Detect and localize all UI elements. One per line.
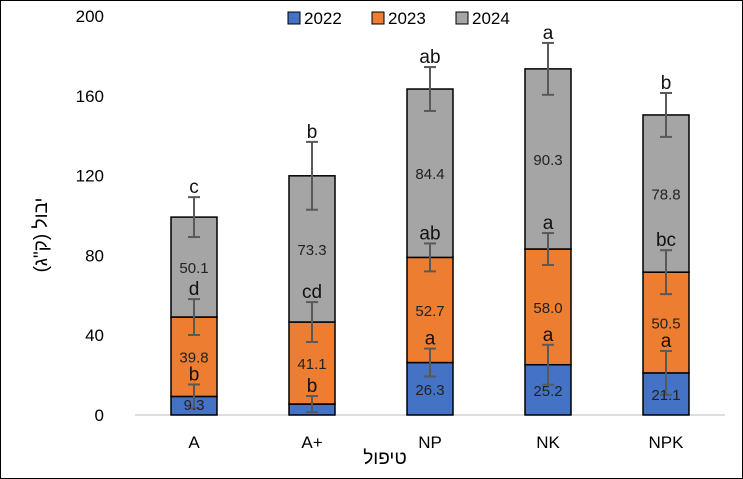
error-bar xyxy=(660,349,672,396)
significance-letter: b xyxy=(189,364,200,385)
x-tick-label: NK xyxy=(536,433,560,452)
legend-item-2024: 2024 xyxy=(455,9,510,28)
error-bar xyxy=(660,92,672,138)
significance-letter: ab xyxy=(419,47,440,68)
error-bar xyxy=(424,347,436,378)
y-axis-title: יבול (ק"ג) xyxy=(31,198,52,273)
svg-text:2024: 2024 xyxy=(472,9,510,28)
bar-segment-2022 xyxy=(524,363,572,416)
data-label: 52.7 xyxy=(415,303,444,320)
significance-letter: b xyxy=(661,73,672,94)
significance-letter: bc xyxy=(656,230,676,251)
error-bar xyxy=(306,301,318,343)
significance-letter: a xyxy=(425,329,436,350)
bar-segment-2023 xyxy=(406,256,454,364)
data-label: 90.3 xyxy=(533,152,562,169)
data-label: 41.1 xyxy=(297,356,326,373)
bar-segment-2024 xyxy=(642,114,690,273)
x-tick-label: NP xyxy=(418,433,442,452)
bar-segment-2024 xyxy=(406,88,454,259)
svg-text:2022: 2022 xyxy=(304,9,342,28)
x-tick-label: A xyxy=(188,433,200,452)
data-label: 50.1 xyxy=(179,260,208,277)
legend-item-2023: 2023 xyxy=(371,9,426,28)
significance-letter: cd xyxy=(302,282,322,303)
data-label: 50.5 xyxy=(651,316,680,333)
error-bar xyxy=(542,232,554,266)
error-bar xyxy=(424,66,436,112)
data-label: 58.0 xyxy=(533,300,562,317)
x-tick-label: A+ xyxy=(301,433,322,452)
x-tick-label: NPK xyxy=(649,433,685,452)
significance-letter: a xyxy=(543,213,554,234)
data-label: 9.3 xyxy=(184,397,205,414)
error-bar xyxy=(424,242,436,273)
error-bar xyxy=(306,395,318,414)
data-label: 78.8 xyxy=(651,187,680,204)
error-bar xyxy=(188,383,200,410)
significance-letter: a xyxy=(543,325,554,346)
significance-letter: a xyxy=(543,23,554,44)
error-bar xyxy=(188,196,200,239)
significance-letter: d xyxy=(189,279,200,300)
significance-letter: a xyxy=(661,331,672,352)
x-axis-title: טיפול xyxy=(363,448,407,469)
data-label: 26.3 xyxy=(415,382,444,399)
significance-letter: b xyxy=(307,376,318,397)
error-bar xyxy=(660,249,672,296)
data-label: 73.3 xyxy=(297,242,326,259)
data-label: 84.4 xyxy=(415,166,444,183)
error-bar xyxy=(542,343,554,386)
y-tick-label: 200 xyxy=(76,7,104,26)
y-tick-label: 80 xyxy=(85,246,104,265)
y-tick-label: 0 xyxy=(95,406,104,425)
bar-segment-2024 xyxy=(524,68,572,250)
y-tick-label: 160 xyxy=(76,87,104,106)
data-label: 21.1 xyxy=(651,387,680,404)
svg-text:2023: 2023 xyxy=(388,9,426,28)
error-bar xyxy=(188,298,200,337)
data-label: 25.2 xyxy=(533,383,562,400)
significance-letter: c xyxy=(189,177,199,198)
legend-item-2022: 2022 xyxy=(287,9,342,28)
data-label: 39.8 xyxy=(179,350,208,367)
error-bar xyxy=(542,41,554,96)
y-tick-label: 120 xyxy=(76,167,104,186)
significance-letter: b xyxy=(307,122,318,143)
significance-letter: ab xyxy=(419,223,440,244)
error-bar xyxy=(306,140,318,211)
y-tick-label: 40 xyxy=(85,326,104,345)
